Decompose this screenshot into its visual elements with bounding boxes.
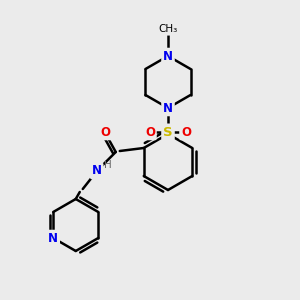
- Text: N: N: [92, 164, 102, 178]
- Text: N: N: [48, 232, 58, 244]
- Text: N: N: [163, 50, 173, 62]
- Text: O: O: [181, 125, 191, 139]
- Text: N: N: [163, 101, 173, 115]
- Text: O: O: [101, 125, 111, 139]
- Text: H: H: [104, 160, 112, 170]
- Text: O: O: [145, 125, 155, 139]
- Text: S: S: [163, 125, 173, 139]
- Text: CH₃: CH₃: [158, 24, 178, 34]
